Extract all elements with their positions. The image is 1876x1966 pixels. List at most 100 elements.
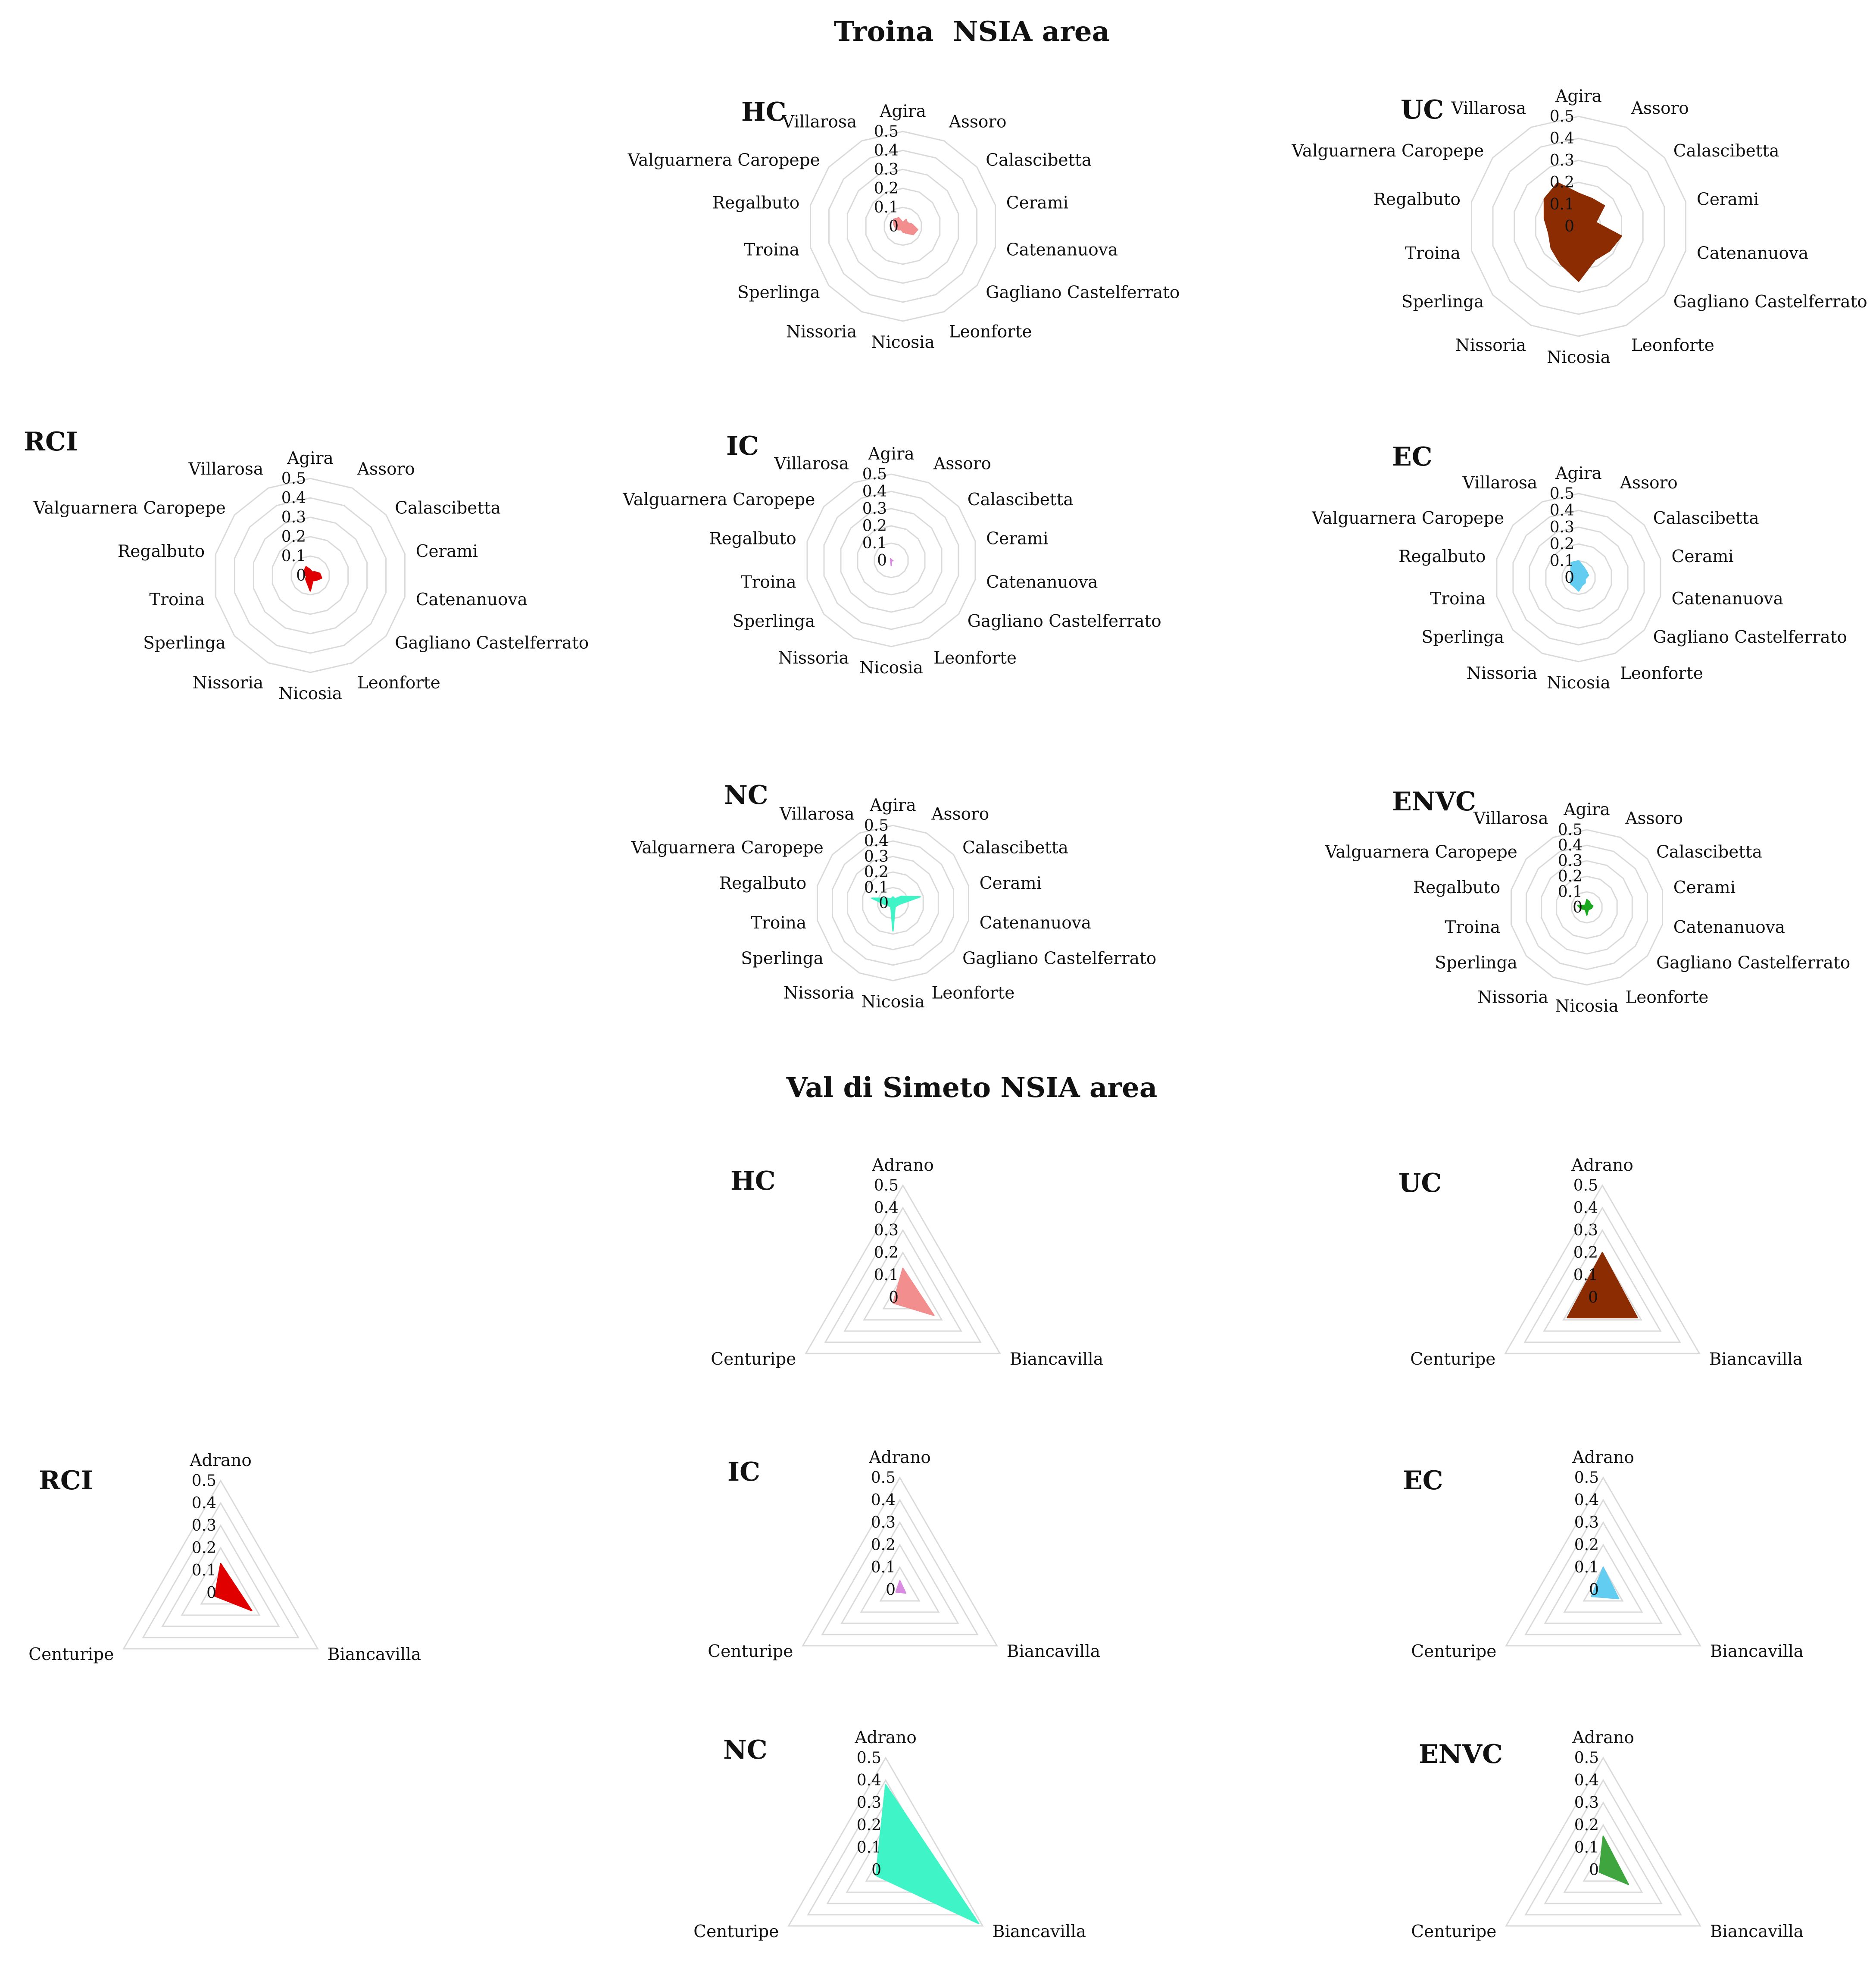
chart-troina-rci-axis-label-nicosia: Nicosia — [278, 684, 342, 703]
chart-simeto-ec-tick-label: 0.2 — [1574, 1536, 1599, 1554]
chart-simeto-uc-tick-label: 0 — [1588, 1289, 1598, 1306]
chart-troina-envc-axis-label-troina: Troina — [1445, 918, 1500, 937]
chart-simeto-envc-title: ENVC — [1419, 1739, 1503, 1769]
chart-troina-rci-axis-label-nissoria: Nissoria — [193, 673, 263, 693]
chart-simeto-nc-series-area — [875, 1784, 980, 1925]
chart-troina-rci-axis-label-cerami: Cerami — [416, 542, 478, 561]
chart-simeto-nc: 0 0.1 0.2 0.3 0.4 0.5 Adrano Biancavilla Centuri… — [693, 1728, 1086, 1941]
chart-troina-ic-grid-ring — [823, 491, 959, 630]
chart-troina-hc-tick-label: 0.4 — [874, 142, 899, 159]
chart-troina-ec-axis-label-gagliano-castelferrato: Gagliano Castelferrato — [1653, 628, 1847, 647]
chart-troina-hc-grid-ring — [846, 169, 959, 284]
chart-troina-ec-grid-ring — [1561, 560, 1596, 595]
chart-simeto-ic-tick-label: 0.5 — [871, 1469, 896, 1487]
chart-troina-envc-axis-label-gagliano-castelferrato: Gagliano Castelferrato — [1656, 953, 1850, 972]
chart-simeto-rci-series-area — [214, 1563, 253, 1612]
chart-simeto-ec: 0 0.1 0.2 0.3 0.4 0.5 Adrano Biancavilla Centuri… — [1403, 1448, 1804, 1661]
chart-troina-hc-axis-label-nicosia: Nicosia — [871, 333, 935, 352]
chart-troina-envc-axis-label-agira: Agira — [1563, 800, 1610, 819]
chart-troina-envc-axis-label-leonforte: Leonforte — [1625, 988, 1708, 1007]
chart-simeto-envc-axis-label-biancavilla: Biancavilla — [1710, 1922, 1804, 1941]
chart-simeto-nc-grid-ring — [787, 1757, 984, 1927]
chart-troina-nc-tick-label: 0.3 — [864, 848, 889, 866]
chart-simeto-ec-grid-ring — [1544, 1521, 1663, 1624]
chart-troina-ec-tick-label: 0 — [1564, 569, 1574, 587]
chart-simeto-rci-tick-label: 0.3 — [192, 1517, 216, 1535]
chart-simeto-rci-grid-ring — [181, 1547, 261, 1616]
chart-simeto-uc-axis-label-centuripe: Centuripe — [1410, 1350, 1495, 1369]
chart-simeto-ic-grid-ring — [802, 1476, 998, 1647]
chart-troina-uc-tick-label: 0.4 — [1550, 130, 1574, 147]
chart-troina-ec-grid-ring — [1496, 493, 1661, 663]
chart-simeto-uc-grid-ring — [1504, 1184, 1701, 1354]
chart-simeto-uc-grid-ring — [1523, 1206, 1681, 1343]
chart-troina-ic-tick-label: 0 — [877, 552, 887, 569]
chart-simeto-uc-title: UC — [1398, 1168, 1442, 1198]
chart-troina-uc-title: UC — [1401, 95, 1444, 125]
chart-simeto-hc-grid-ring — [805, 1184, 1001, 1354]
chart-troina-envc-grid-ring — [1511, 829, 1663, 986]
chart-troina-rci-grid-ring — [253, 516, 368, 634]
chart-troina-ec-axis-label-nicosia: Nicosia — [1547, 673, 1611, 693]
chart-troina-ic-grid-ring — [857, 525, 926, 596]
chart-simeto-ic-axis-label-centuripe: Centuripe — [708, 1642, 793, 1661]
chart-simeto-envc-tick-label: 0.1 — [1574, 1839, 1599, 1857]
chart-troina-uc-tick-label: 0.1 — [1550, 196, 1574, 213]
chart-simeto-ic-title: IC — [727, 1457, 760, 1487]
chart-troina-ic-axis-label-regalbuto: Regalbuto — [709, 529, 796, 549]
chart-simeto-hc-axis-label-biancavilla: Biancavilla — [1010, 1350, 1103, 1369]
chart-simeto-uc-series-area — [1567, 1252, 1638, 1319]
chart-troina-ec-axis-label-catenanuova: Catenanuova — [1672, 589, 1783, 609]
chart-troina-ic-grid-ring — [840, 508, 943, 613]
chart-troina-rci: 0 0.10.2 0.3 0.40.5 Agira Assoro Calascibetta C… — [24, 427, 589, 703]
chart-troina-hc-title: HC — [741, 97, 786, 127]
chart-troina-envc-axis-label-calascibetta: Calascibetta — [1656, 843, 1762, 862]
chart-simeto-ic-axis-label-biancavilla: Biancavilla — [1007, 1642, 1100, 1661]
chart-troina-hc-axis-label-agira: Agira — [879, 102, 926, 121]
chart-troina-uc-axis-label-cerami: Cerami — [1697, 190, 1759, 209]
chart-troina-envc-series-area — [1577, 899, 1594, 916]
chart-troina-rci-tick-label: 0 — [296, 567, 306, 584]
chart-troina-nc-tick-label: 0.5 — [864, 817, 889, 835]
section-title-troina: Troina NSIA area — [834, 16, 1110, 48]
chart-troina-ic-axis-label-gagliano-castelferrato: Gagliano Castelferrato — [968, 612, 1161, 631]
chart-simeto-uc-tick-label: 0.2 — [1573, 1244, 1598, 1262]
chart-simeto-rci-grid-ring — [161, 1524, 280, 1627]
chart-troina-envc-grid-ring — [1556, 875, 1618, 939]
chart-simeto-hc-series-area — [893, 1267, 935, 1316]
chart-troina-rci-axis-label-agira: Agira — [287, 449, 334, 468]
chart-simeto-hc-axis-label-centuripe: Centuripe — [711, 1350, 796, 1369]
chart-troina-uc-axis-label-nicosia: Nicosia — [1547, 348, 1611, 367]
chart-simeto-hc-grid-ring — [843, 1229, 962, 1332]
chart-troina-envc-axis-label-cerami: Cerami — [1673, 878, 1736, 897]
chart-troina-rci-axis-label-troina: Troina — [149, 590, 205, 609]
chart-simeto-rci-tick-label: 0.4 — [192, 1494, 216, 1512]
chart-troina-rci-axis-label-regalbuto: Regalbuto — [118, 542, 205, 561]
chart-simeto-uc-grid-ring — [1562, 1251, 1642, 1321]
chart-troina-hc-axis-label-cerami: Cerami — [1006, 193, 1068, 213]
chart-troina-ec-title: EC — [1392, 442, 1433, 472]
chart-troina-hc-axis-label-catenanuova: Catenanuova — [1006, 241, 1118, 260]
chart-troina-envc-axis-label-catenanuova: Catenanuova — [1673, 918, 1785, 937]
chart-troina-uc-tick-label: 0.2 — [1550, 174, 1574, 191]
chart-troina-hc-axis-label-nissoria: Nissoria — [786, 322, 857, 342]
chart-simeto-rci-title: RCI — [39, 1466, 93, 1496]
chart-troina-nc: 00.10.20.30.40.5 Agira Assoro Calascibetta C… — [631, 780, 1156, 1012]
chart-troina-ic-axis-label-troina: Troina — [741, 572, 796, 592]
chart-simeto-nc-axis-label-centuripe: Centuripe — [693, 1922, 779, 1941]
chart-troina-ic-tick-label: 0.1 — [862, 534, 887, 552]
radar-charts: 00.10.20.30.40.5AgiraAssoroCalascibettaC… — [24, 87, 1867, 1941]
chart-troina-rci-grid-ring — [290, 555, 330, 596]
chart-troina-hc-axis-label-leonforte: Leonforte — [949, 322, 1032, 342]
chart-troina-uc-axis-label-calascibetta: Calascibetta — [1673, 141, 1779, 161]
chart-troina-ec-series-area — [1570, 560, 1589, 592]
chart-simeto-hc-axis-label-adrano: Adrano — [871, 1156, 934, 1175]
chart-troina-ic-grid-ring — [806, 473, 976, 647]
chart-troina-envc-axis-label-nicosia: Nicosia — [1555, 997, 1619, 1016]
chart-troina-uc-axis-label-catenanuova: Catenanuova — [1697, 244, 1808, 263]
chart-simeto-ec-grid-ring — [1563, 1544, 1643, 1613]
chart-troina-nc-axis-label-assoro: Assoro — [931, 804, 989, 824]
chart-troina-nc-tick-label: 0.1 — [864, 879, 889, 897]
chart-simeto-rci-tick-label: 0.5 — [192, 1472, 216, 1490]
chart-troina-uc-series-area — [1543, 182, 1622, 282]
